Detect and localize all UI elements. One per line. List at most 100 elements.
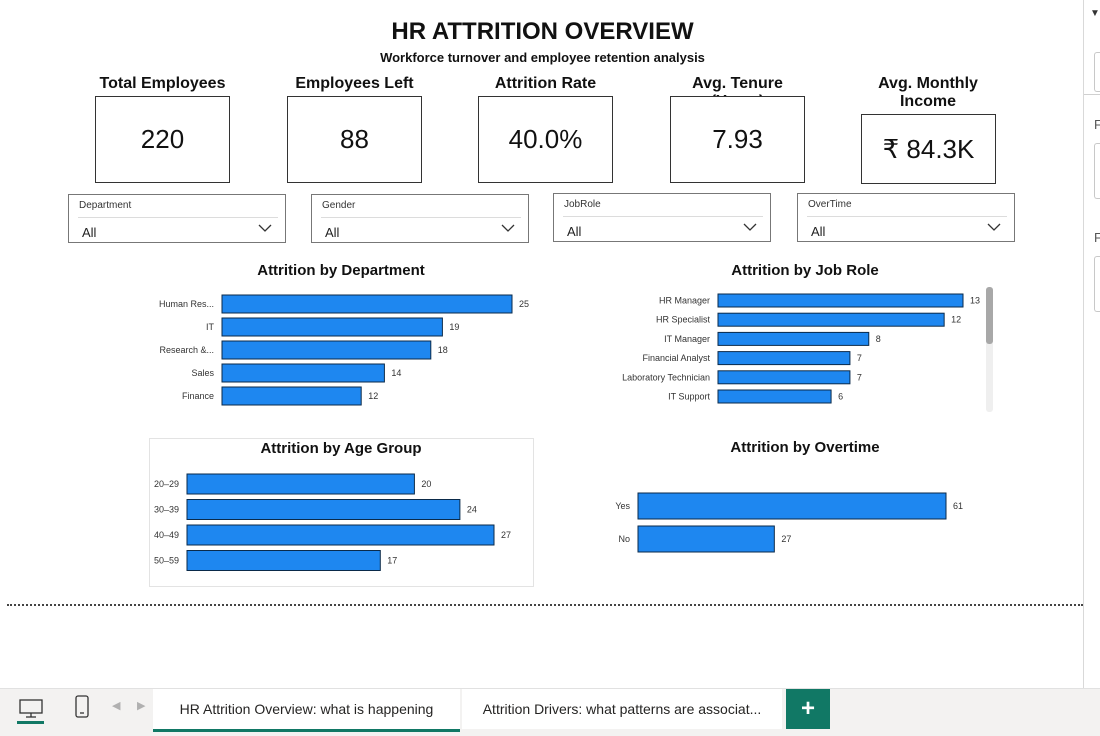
bar-age-group[interactable] [186, 524, 495, 546]
add-page-button[interactable]: + [786, 689, 830, 729]
kpi-label-total-employees: Total Employees [99, 75, 226, 92]
tab-hr-attrition-overview[interactable]: HR Attrition Overview: what is happening [153, 689, 460, 732]
bar-department[interactable] [221, 386, 362, 406]
kpi-label-avg-monthly-income: Avg. Monthly Income [878, 75, 978, 110]
category-label-job-role: Laboratory Technician [622, 372, 710, 382]
data-label-job-role: 8 [876, 334, 881, 344]
category-label-age-group: 40–49 [154, 530, 179, 540]
bar-job-role[interactable] [717, 293, 964, 308]
slicer-label: OverTime [808, 199, 852, 210]
data-label-department: 14 [391, 368, 401, 378]
slicer-overtime[interactable]: OverTime All [797, 193, 1015, 242]
kpi-value: 40.0% [508, 124, 583, 154]
data-label-age-group: 24 [467, 505, 477, 515]
kpi-card-attrition-rate[interactable]: 40.0% [478, 96, 613, 183]
slicer-value: All [811, 224, 826, 239]
filter-search-box[interactable] [1094, 52, 1100, 92]
filter-card[interactable] [1094, 256, 1100, 312]
data-label-age-group: 17 [387, 556, 397, 566]
page-tab-bar: ◀ ▶ HR Attrition Overview: what is happe… [0, 688, 1100, 736]
slicer-label: Gender [322, 200, 356, 211]
bar-age-group[interactable] [186, 473, 415, 495]
slicer-label: JobRole [564, 199, 601, 210]
bar-job-role[interactable] [717, 312, 945, 327]
category-label-job-role: HR Specialist [656, 315, 711, 325]
kpi-value: 88 [340, 124, 369, 154]
filter-card-heading: F [1094, 230, 1100, 245]
data-label-overtime: 27 [781, 534, 791, 544]
page-boundary-line [7, 604, 1083, 606]
tab-label: Attrition Drivers: what patterns are ass… [482, 701, 762, 717]
bar-overtime[interactable] [637, 492, 947, 520]
filters-pane: ▼ F F [1083, 0, 1100, 688]
job-role-scrollbar-thumb[interactable] [986, 287, 993, 344]
kpi-label-attrition-rate: Attrition Rate [494, 75, 597, 92]
data-label-department: 18 [438, 345, 448, 355]
kpi-card-avg-monthly-income[interactable]: ₹ 84.3K [861, 114, 996, 184]
bar-overtime[interactable] [637, 525, 775, 553]
kpi-value: 7.93 [712, 124, 763, 154]
bar-job-role[interactable] [717, 351, 851, 366]
bar-department[interactable] [221, 363, 385, 383]
data-label-age-group: 20 [421, 479, 431, 489]
bar-job-role[interactable] [717, 331, 870, 346]
tab-attrition-drivers[interactable]: Attrition Drivers: what patterns are ass… [462, 689, 782, 729]
kpi-card-total-employees[interactable]: 220 [95, 96, 230, 183]
bar-age-group[interactable] [186, 499, 461, 520]
slicer-value: All [325, 225, 340, 240]
filter-card-heading: F [1094, 117, 1100, 132]
kpi-label-employees-left: Employees Left [295, 75, 414, 92]
report-title: HR ATTRITION OVERVIEW [391, 18, 694, 45]
category-label-job-role: IT Manager [664, 334, 710, 344]
chevron-down-icon [258, 224, 272, 232]
chevron-right-icon[interactable]: ▶ [137, 700, 146, 712]
kpi-card-avg-tenure[interactable]: 7.93 [670, 96, 805, 183]
slicer-dropdown[interactable]: All [321, 217, 521, 242]
data-label-department: 19 [449, 322, 459, 332]
bar-age-group[interactable] [186, 550, 381, 571]
slicer-dropdown[interactable]: All [78, 217, 278, 242]
data-label-overtime: 61 [953, 501, 963, 511]
chevron-down-icon [501, 224, 515, 232]
slicer-value: All [82, 225, 97, 240]
category-label-age-group: 20–29 [154, 479, 179, 489]
bar-department[interactable] [221, 340, 432, 360]
data-label-age-group: 27 [501, 530, 511, 540]
category-label-age-group: 30–39 [154, 505, 179, 515]
chevron-down-icon[interactable]: ▼ [1090, 8, 1100, 19]
category-label-department: Human Res... [159, 299, 214, 309]
bar-job-role[interactable] [717, 389, 832, 404]
age-group-visual-frame [149, 438, 534, 587]
mobile-view-icon[interactable] [73, 694, 91, 720]
slicer-dropdown[interactable]: All [807, 216, 1007, 241]
chart-title-age-group: Attrition by Age Group [260, 440, 422, 457]
data-label-job-role: 7 [857, 372, 862, 382]
kpi-card-employees-left[interactable]: 88 [287, 96, 422, 183]
slicer-department[interactable]: Department All [68, 194, 286, 243]
kpi-value: ₹ 84.3K [882, 133, 975, 164]
category-label-overtime: Yes [615, 501, 630, 511]
bar-department[interactable] [221, 294, 513, 314]
charts-canvas: Human Res... 25 IT 19 Research &... 18 Sales 14… [154, 293, 980, 571]
chevron-left-icon[interactable]: ◀ [112, 700, 121, 712]
category-label-department: IT [206, 322, 215, 332]
data-label-department: 25 [519, 299, 529, 309]
category-label-age-group: 50–59 [154, 556, 179, 566]
slicer-dropdown[interactable]: All [563, 216, 763, 241]
bar-department[interactable] [221, 317, 443, 337]
bar-job-role[interactable] [717, 370, 851, 385]
category-label-department: Finance [182, 391, 214, 401]
slicer-jobrole[interactable]: JobRole All [553, 193, 771, 242]
slicer-label: Department [79, 200, 132, 211]
slicer-gender[interactable]: Gender All [311, 194, 529, 243]
filter-card[interactable] [1094, 143, 1100, 199]
category-label-job-role: Financial Analyst [642, 353, 710, 363]
tab-label: HR Attrition Overview: what is happening [179, 701, 434, 717]
job-role-scrollbar-track[interactable] [986, 287, 993, 412]
plus-icon: + [800, 695, 815, 722]
kpi-value: 220 [140, 124, 185, 154]
data-label-job-role: 12 [951, 315, 961, 325]
chart-title-department: Attrition by Department [257, 262, 425, 279]
desktop-view-icon[interactable] [18, 697, 44, 721]
chevron-down-icon [743, 223, 757, 231]
